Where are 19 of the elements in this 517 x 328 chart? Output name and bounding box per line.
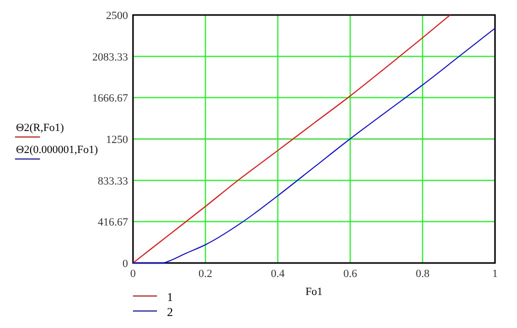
y-tick-label: 2083.33	[92, 51, 128, 64]
x-tick-label: 0.6	[343, 268, 358, 280]
x-tick-label: 0.8	[416, 268, 430, 280]
y-tick-label: 1250	[106, 134, 128, 146]
x-axis-title: Fo1	[305, 286, 323, 298]
y-tick-label: 416.67	[98, 216, 128, 229]
x-tick-label: 1	[492, 268, 498, 280]
y-tick-label: 833.33	[98, 175, 128, 188]
line-series	[132, 28, 496, 264]
y-tick-label: 0	[122, 258, 128, 270]
y-tick-label: 1666.67	[92, 92, 128, 105]
y-tick-label: 2500	[106, 10, 128, 22]
line-series	[132, 14, 451, 264]
y-axis-title: Θ2(R,Fo1) Θ2(0.000001,Fo1)	[16, 122, 98, 156]
legend-label: 1	[167, 290, 173, 304]
x-tick-label: 0.4	[270, 268, 286, 280]
x-tick-label: 0.2	[198, 268, 212, 280]
legend-label: 2	[167, 305, 173, 319]
x-tick-label: 0	[130, 268, 136, 280]
